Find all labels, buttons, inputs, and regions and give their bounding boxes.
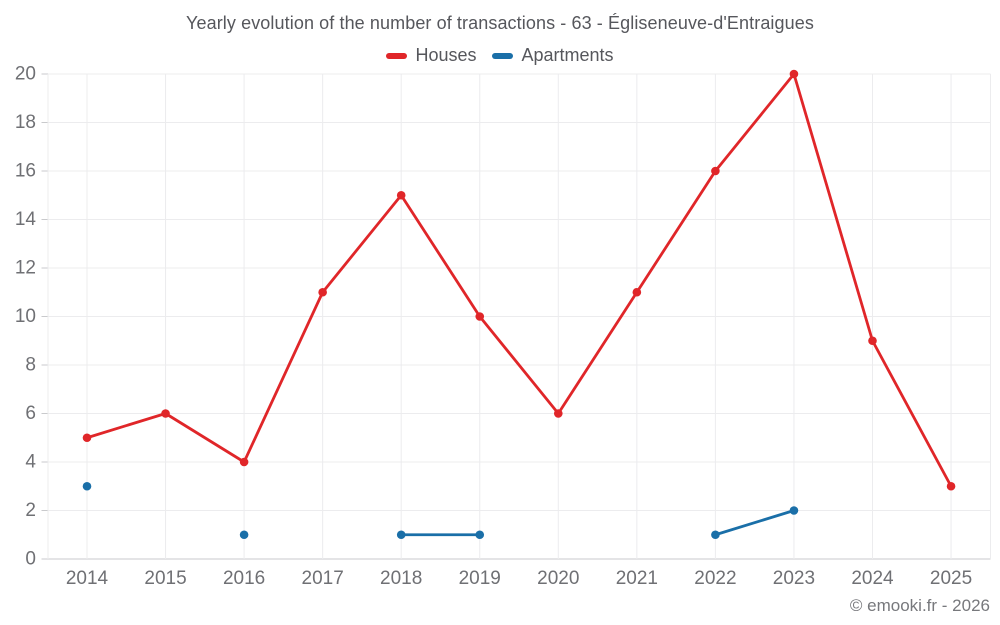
chart-legend: Houses Apartments xyxy=(0,45,1000,66)
y-tick-label: 6 xyxy=(25,403,36,424)
legend-item-houses[interactable]: Houses xyxy=(386,45,476,66)
copyright-credit: © emooki.fr - 2026 xyxy=(849,596,990,615)
houses-point-2025[interactable] xyxy=(946,481,956,491)
houses-legend-marker-icon xyxy=(386,52,408,59)
houses-legend-label: Houses xyxy=(415,45,477,65)
houses-point-2017[interactable] xyxy=(318,287,327,297)
y-tick-label: 0 xyxy=(25,549,36,570)
houses-point-2023[interactable] xyxy=(789,69,799,79)
chart-title: Yearly evolution of the number of transa… xyxy=(186,13,814,33)
houses-point-2024[interactable] xyxy=(868,336,877,346)
apartments-legend-marker-icon xyxy=(492,52,514,59)
apartments-legend-label: Apartments xyxy=(521,45,614,65)
y-tick-label: 18 xyxy=(15,112,36,133)
x-tick-label: 2014 xyxy=(66,568,109,589)
legend-item-apartments[interactable]: Apartments xyxy=(492,45,614,66)
houses-point-2021[interactable] xyxy=(632,287,642,297)
x-tick-label: 2019 xyxy=(459,568,501,589)
x-tick-label: 2018 xyxy=(380,568,422,589)
apartments-point-2019[interactable] xyxy=(475,530,485,540)
x-tick-label: 2020 xyxy=(537,568,579,589)
x-tick-label: 2017 xyxy=(302,568,344,589)
houses-point-2022[interactable] xyxy=(711,166,720,176)
houses-line xyxy=(85,72,953,488)
x-tick-label: 2025 xyxy=(930,568,972,589)
y-tick-label: 2 xyxy=(25,500,36,521)
houses-point-2014[interactable] xyxy=(82,433,92,443)
apartments-point-2022[interactable] xyxy=(711,530,720,540)
apartments-point-2018[interactable] xyxy=(396,530,406,540)
y-tick-label: 10 xyxy=(15,306,36,327)
x-tick-label: 2015 xyxy=(144,568,186,589)
houses-point-2016[interactable] xyxy=(239,457,249,467)
y-tick-label: 16 xyxy=(15,161,36,182)
x-tick-label: 2023 xyxy=(773,568,815,589)
y-tick-label: 8 xyxy=(25,355,36,376)
apartments-line xyxy=(714,509,796,537)
apartments-point-2016[interactable] xyxy=(239,530,249,540)
y-tick-label: 20 xyxy=(15,64,36,85)
x-tick-label: 2021 xyxy=(616,568,658,589)
apartments-point-2023[interactable] xyxy=(789,506,799,515)
x-tick-label: 2016 xyxy=(223,568,265,589)
x-tick-label: 2024 xyxy=(851,568,894,589)
y-tick-label: 12 xyxy=(15,258,36,279)
y-tick-label: 4 xyxy=(25,452,36,473)
y-tick-label: 14 xyxy=(15,209,37,230)
houses-point-2019[interactable] xyxy=(475,312,485,321)
apartments-point-2014[interactable] xyxy=(82,481,92,491)
houses-point-2015[interactable] xyxy=(161,409,170,418)
x-tick-label: 2022 xyxy=(694,568,736,589)
houses-point-2020[interactable] xyxy=(554,409,563,418)
houses-point-2018[interactable] xyxy=(396,190,406,200)
